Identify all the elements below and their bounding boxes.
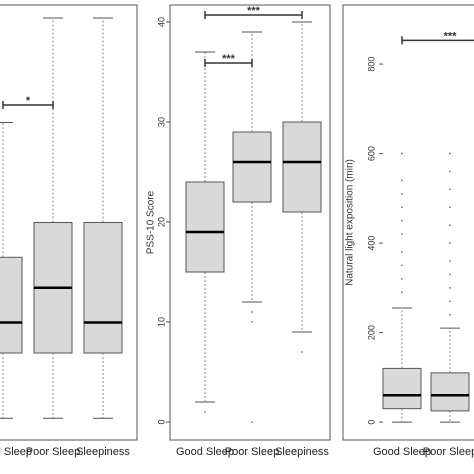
outlier: [449, 260, 451, 262]
y-tick-label: 800: [366, 57, 376, 72]
outlier: [401, 152, 403, 155]
outlier: [401, 192, 403, 195]
outlier: [401, 251, 403, 253]
outlier: [204, 411, 206, 413]
x-tick-label: Good Sleep: [175, 446, 235, 458]
box: [382, 367, 422, 410]
y-tick-label: 400: [366, 236, 376, 251]
significance-label: ***: [222, 53, 236, 65]
y-tick-label: 20: [156, 217, 166, 227]
y-tick-label: 600: [366, 146, 376, 161]
significance-label: ***: [444, 30, 458, 42]
outlier: [401, 233, 403, 236]
x-tick-label: Poor Sleep: [422, 446, 474, 458]
x-tick-label: Good Sleep: [0, 446, 33, 458]
outlier: [449, 152, 451, 155]
plot-frame: [0, 4, 138, 441]
outlier: [449, 286, 451, 289]
outlier: [449, 170, 451, 173]
x-tick-label: Poor Sleep: [224, 446, 280, 458]
outlier: [449, 188, 451, 191]
plot-frame: [342, 4, 474, 441]
significance-label: *: [26, 95, 31, 107]
y-axis-label: Natural light exposition (min): [345, 159, 356, 286]
box: [430, 372, 470, 412]
outlier: [251, 421, 253, 423]
outlier: [449, 242, 451, 244]
box: [185, 181, 225, 273]
box: [0, 256, 23, 354]
box: [83, 222, 123, 354]
x-tick-label: Good Sleep: [372, 446, 432, 458]
x-tick-label: Sleepiness: [275, 446, 329, 458]
box: [282, 121, 322, 213]
x-tick-label: Poor Sleep: [25, 446, 81, 458]
outlier: [251, 321, 253, 323]
outlier: [401, 277, 403, 280]
outlier: [449, 313, 451, 316]
significance-label: ***: [247, 5, 261, 17]
y-tick-label: 200: [366, 325, 376, 340]
outlier: [449, 224, 451, 227]
outlier: [449, 300, 451, 303]
y-tick-label: 30: [156, 117, 166, 127]
y-tick-label: 10: [156, 317, 166, 327]
outlier: [401, 264, 403, 267]
y-tick-label: 0: [366, 420, 376, 425]
outlier: [449, 206, 451, 209]
outlier: [401, 206, 403, 209]
y-tick-label: 40: [156, 17, 166, 27]
outlier: [401, 179, 403, 182]
outlier: [301, 351, 303, 353]
outlier: [251, 311, 253, 313]
x-tick-label: Sleepiness: [76, 446, 130, 458]
outlier: [449, 273, 451, 276]
outlier: [401, 291, 403, 294]
outlier: [401, 219, 403, 222]
y-axis-label: PSS-10 Score: [146, 190, 157, 254]
box: [232, 131, 272, 203]
y-tick-label: 0: [156, 419, 166, 424]
